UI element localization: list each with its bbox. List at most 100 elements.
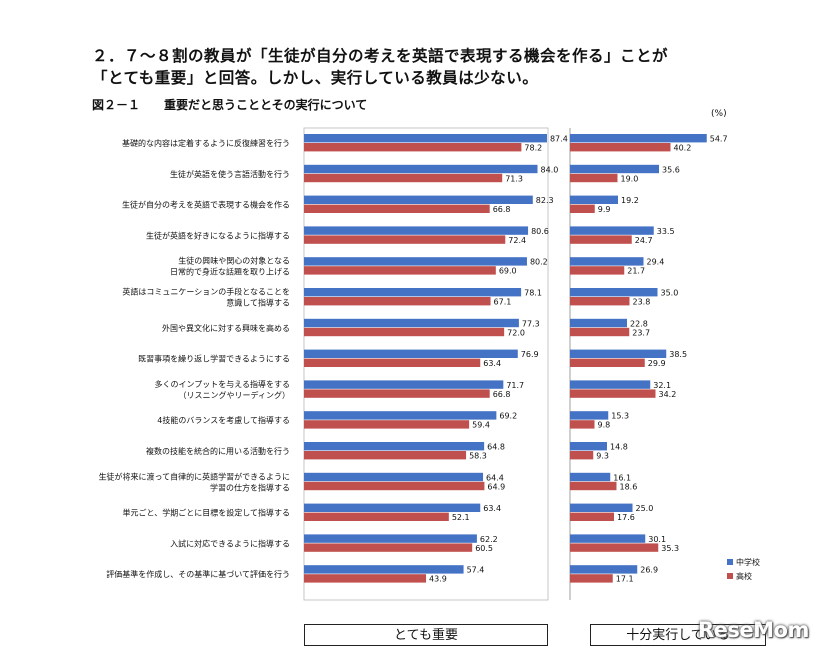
implemented-bar-high-school [570,389,656,398]
importance-value-label: 80.6 [531,227,549,236]
implemented-value-label: 9.3 [596,452,609,461]
legend-swatch [727,559,733,565]
importance-bar-junior-high [304,472,484,482]
legend-label: 中学校 [736,557,760,567]
importance-bar-high-school [304,173,503,183]
implemented-value-label: 24.7 [635,236,653,245]
importance-value-label: 66.8 [493,205,511,214]
unit-label: (%) [711,109,727,119]
legend-label: 高校 [736,571,752,581]
implemented-bar-junior-high [570,472,611,482]
implemented-value-label: 54.7 [710,135,728,144]
category-label: 学習の仕方を指導する [210,482,290,492]
importance-value-label: 72.0 [507,328,525,337]
importance-value-label: 67.1 [494,298,512,307]
importance-bar-junior-high [304,288,522,297]
importance-value-label: 43.9 [429,575,447,584]
implemented-bar-junior-high [570,534,646,543]
implemented-value-label: 23.8 [633,298,651,307]
importance-value-label: 76.9 [521,350,539,359]
implemented-bar-high-school [570,327,630,337]
implemented-value-label: 23.7 [632,328,650,337]
implemented-value-label: 15.3 [611,412,629,421]
importance-value-label: 64.8 [487,443,505,452]
category-label: 複数の技能を統合的に用いる活動を行う [146,446,290,456]
importance-bar-high-school [304,143,522,152]
implemented-value-label: 35.3 [661,544,679,553]
implemented-bar-junior-high [570,318,627,328]
importance-bar-junior-high [304,503,481,512]
importance-value-label: 60.5 [475,544,493,553]
importance-value-label: 66.8 [493,390,511,399]
importance-value-label: 59.4 [472,421,490,430]
importance-bar-junior-high [304,380,504,389]
importance-value-label: 72.4 [508,236,526,245]
importance-bar-high-school [304,389,490,398]
importance-value-label: 69.2 [499,412,517,421]
category-label: 日常的で身近な話題を取り上げる [170,267,290,277]
implemented-bar-junior-high [570,349,667,358]
implemented-bar-junior-high [570,565,638,574]
category-label: 評価基準を作成し、その基準に基づいて評価を行う [106,569,290,579]
implemented-bar-high-school [570,173,618,183]
implemented-bar-junior-high [570,380,651,389]
category-label: 生徒が自分の考えを英語で表現する機会を作る [122,200,290,210]
resemom-logo: ReseMom [698,618,809,642]
importance-bar-junior-high [304,195,533,204]
footer-label-fully-implemented: 十分実行している [590,624,766,646]
importance-bar-high-school [304,235,506,244]
importance-bar-high-school [304,327,505,337]
implemented-bar-high-school [570,143,671,152]
importance-value-label: 77.3 [522,319,540,328]
implemented-value-label: 18.6 [620,482,638,491]
implemented-value-label: 26.9 [640,566,658,575]
implemented-value-label: 29.4 [647,258,665,267]
importance-value-label: 71.7 [506,381,524,390]
implemented-bar-junior-high [570,288,658,297]
implemented-bar-high-school [570,266,625,275]
implemented-bar-junior-high [570,195,618,204]
implemented-bar-junior-high [570,226,654,235]
implemented-value-label: 16.1 [613,473,631,482]
headline-line-2: 「とても重要」と回答。しかし、実行している教員は少ない。 [92,69,539,87]
importance-bar-high-school [304,420,470,429]
implemented-bar-junior-high [570,134,707,143]
importance-value-label: 87.4 [550,135,568,144]
importance-bar-junior-high [304,164,538,174]
implemented-bar-junior-high [570,164,659,174]
category-label: （リスニングやリーディング） [179,390,290,400]
importance-bar-high-school [304,297,491,306]
implemented-bar-high-school [570,358,645,367]
importance-value-label: 80.2 [530,258,548,267]
importance-bar-junior-high [304,226,529,235]
implemented-bar-high-school [570,574,613,583]
category-label: 外国や異文化に対する興味を高める [162,323,290,333]
category-label: 4技能のバランスを考慮して指導する [157,415,290,425]
implemented-value-label: 9.9 [598,205,611,214]
implemented-value-label: 33.5 [657,227,675,236]
implemented-value-label: 35.0 [661,289,679,298]
importance-bar-high-school [304,574,427,583]
implemented-value-label: 17.6 [617,513,635,522]
implemented-bar-junior-high [570,503,633,512]
implemented-bar-high-school [570,512,614,521]
importance-value-label: 57.4 [467,566,485,575]
importance-bar-high-school [304,358,481,367]
implemented-value-label: 19.2 [621,196,639,205]
importance-value-label: 52.1 [452,513,470,522]
importance-value-label: 58.3 [469,452,487,461]
importance-value-label: 69.0 [499,267,517,276]
implemented-value-label: 34.2 [659,390,677,399]
implemented-value-label: 30.1 [648,535,666,544]
importance-bar-junior-high [304,534,477,543]
headline-line-1: ２．７～８割の教員が「生徒が自分の考えを英語で表現する機会を作る」ことが [92,47,669,65]
implemented-value-label: 17.1 [616,575,634,584]
implemented-value-label: 22.8 [630,319,648,328]
implemented-value-label: 35.6 [662,165,680,174]
implemented-value-label: 19.0 [621,174,639,183]
implemented-value-label: 32.1 [653,381,671,390]
importance-value-label: 78.2 [524,144,542,153]
importance-bar-high-school [304,451,467,460]
implemented-bar-junior-high [570,442,607,451]
implemented-value-label: 40.2 [674,144,692,153]
